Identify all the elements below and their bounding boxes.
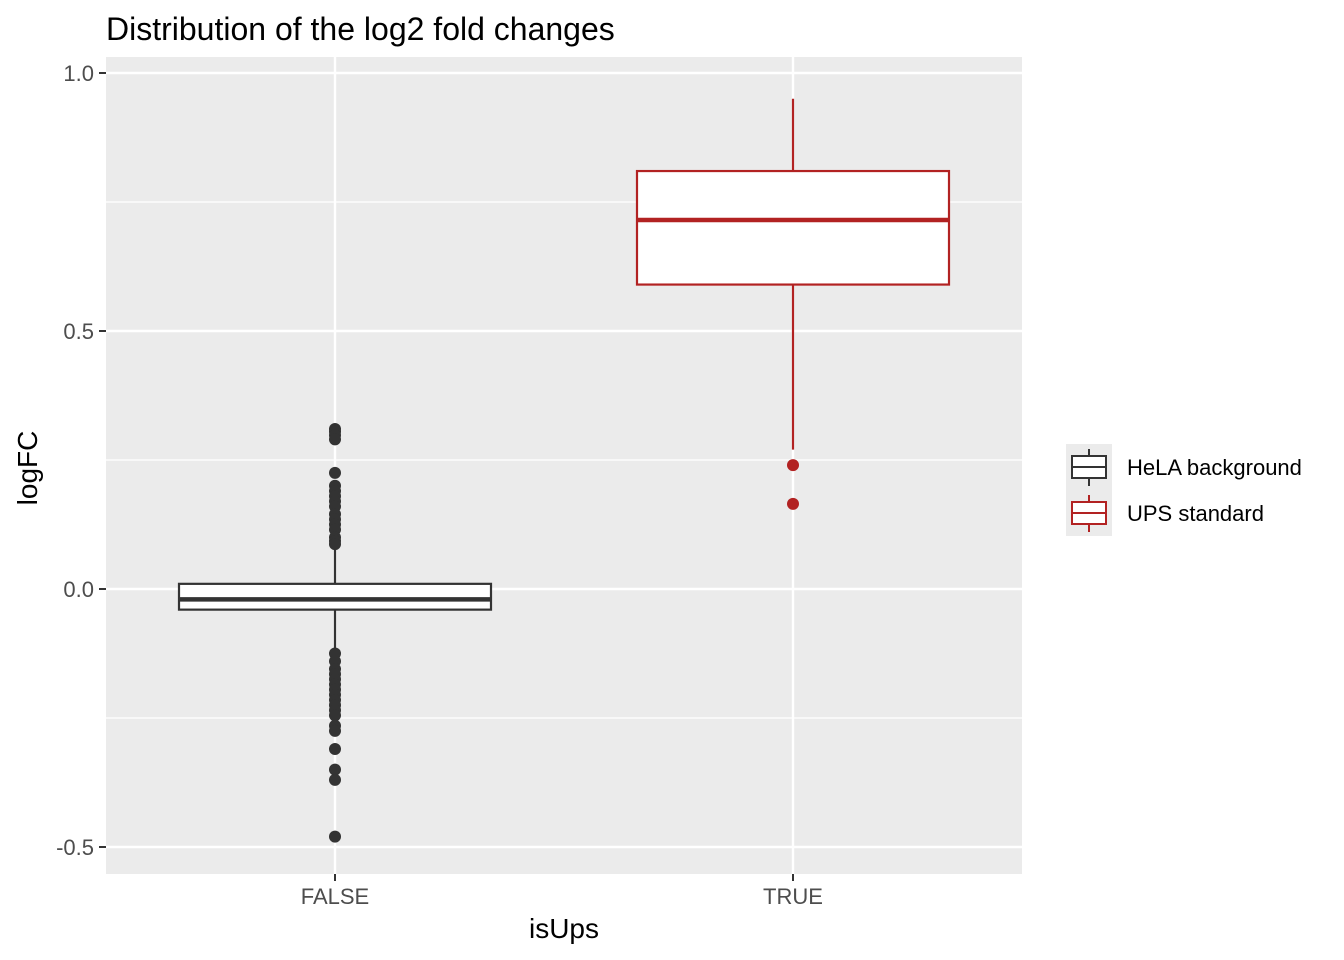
x-tick-label: FALSE <box>301 884 369 909</box>
y-tick-label: -0.5 <box>56 835 94 860</box>
outlier-point <box>787 459 799 472</box>
boxes <box>177 98 951 843</box>
x-tick-label: TRUE <box>763 884 823 909</box>
outlier-point <box>787 497 799 510</box>
x-axis: FALSE TRUE <box>301 874 823 909</box>
box-iqr <box>635 169 951 286</box>
outlier-point <box>329 466 341 479</box>
legend-label: UPS standard <box>1127 501 1264 526</box>
outlier-point <box>329 709 341 722</box>
y-tick-label: 0.5 <box>63 319 94 344</box>
y-tick-label: 0.0 <box>63 577 94 602</box>
outlier-point <box>329 538 341 551</box>
outlier-point <box>329 763 341 776</box>
y-axis-title: logFC <box>12 431 43 506</box>
legend-item: UPS standard <box>1066 490 1264 536</box>
box-iqr <box>177 582 493 611</box>
outlier-point <box>329 433 341 446</box>
legend: HeLA background UPS standard <box>1066 444 1302 536</box>
y-tick-label: 1.0 <box>63 61 94 86</box>
outlier-point <box>329 830 341 843</box>
chart-title: Distribution of the log2 fold changes <box>106 11 615 47</box>
x-axis-title: isUps <box>529 913 599 944</box>
box-true <box>635 98 951 510</box>
outlier-point <box>329 742 341 755</box>
box-false <box>177 423 493 843</box>
legend-label: HeLA background <box>1127 455 1302 480</box>
outlier-point <box>329 773 341 786</box>
y-axis: -0.5 0.0 0.5 1.0 <box>56 61 106 860</box>
outlier-point <box>329 724 341 737</box>
legend-item: HeLA background <box>1066 444 1302 490</box>
